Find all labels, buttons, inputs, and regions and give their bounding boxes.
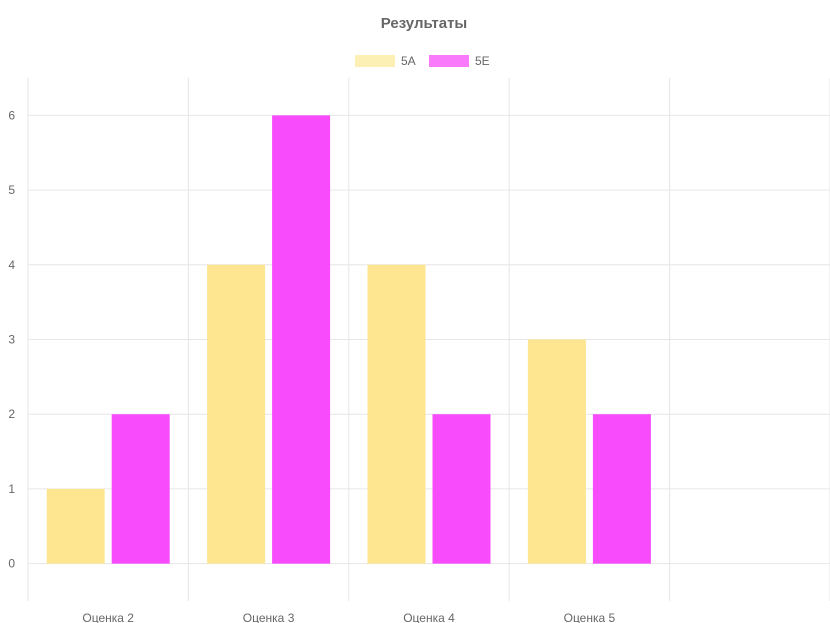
legend-item-5a[interactable]: 5А [355, 54, 416, 68]
x-tick-label: Оценка 4 [403, 611, 455, 623]
legend-swatch-5a [355, 55, 395, 67]
y-tick-label: 6 [8, 108, 15, 122]
y-tick-label: 5 [8, 183, 15, 197]
bar-5e[interactable] [111, 414, 170, 564]
y-tick-label: 3 [8, 333, 15, 347]
bar-5e[interactable] [272, 115, 331, 564]
x-axis-ticks: Оценка 2 Оценка 3 Оценка 4 Оценка 5 [82, 611, 615, 623]
bar-5a[interactable] [527, 339, 586, 564]
y-axis-ticks: 0 1 2 3 4 5 6 [8, 108, 15, 570]
y-tick-label: 2 [8, 407, 15, 421]
bar-5a[interactable] [46, 488, 105, 564]
legend-item-5e[interactable]: 5Е [429, 54, 490, 68]
legend: 5А 5Е [355, 54, 490, 68]
bar-5a[interactable] [207, 264, 266, 564]
bar-5e[interactable] [432, 414, 491, 564]
chart-title: Результаты [381, 15, 467, 32]
bar-5e[interactable] [592, 414, 651, 564]
bar-5a[interactable] [367, 264, 426, 564]
legend-swatch-5e [429, 55, 469, 67]
y-tick-label: 4 [8, 258, 15, 272]
legend-label-5e: 5Е [475, 54, 490, 68]
x-tick-label: Оценка 3 [243, 611, 295, 623]
y-tick-label: 1 [8, 482, 15, 496]
y-tick-label: 0 [8, 557, 15, 571]
x-tick-label: Оценка 5 [564, 611, 616, 623]
legend-label-5a: 5А [401, 54, 416, 68]
x-tick-label: Оценка 2 [82, 611, 134, 623]
bars [46, 115, 651, 564]
